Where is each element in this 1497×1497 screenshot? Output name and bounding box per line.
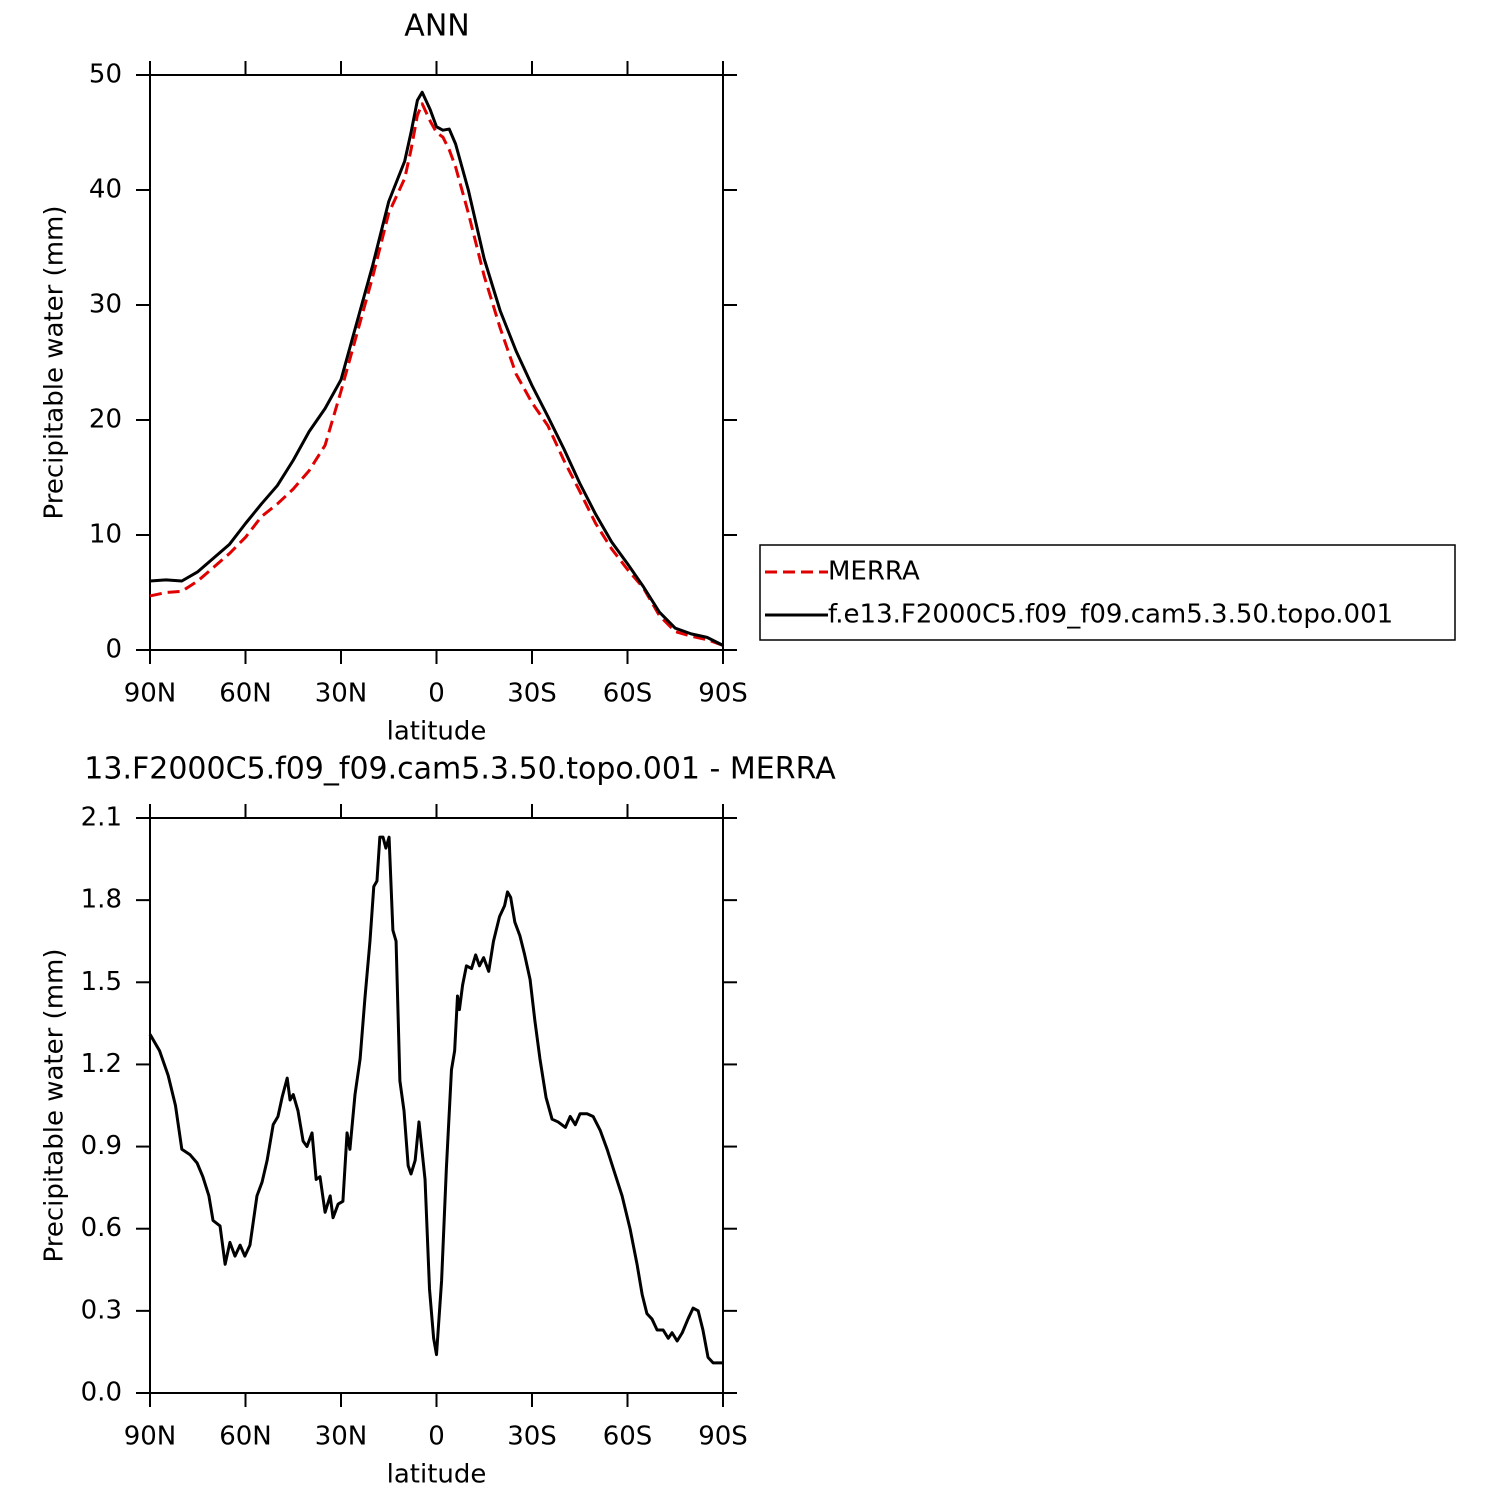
legend-label: f.e13.F2000C5.f09_f09.cam5.3.50.topo.001 <box>828 600 1393 630</box>
x-axis-label: latitude <box>387 717 487 747</box>
data-line <box>149 102 724 647</box>
y-tick-label: 0.9 <box>81 1131 122 1161</box>
x-tick-label: 60S <box>603 1422 653 1452</box>
y-tick-label: 0.0 <box>81 1378 122 1408</box>
y-tick-label: 0.6 <box>81 1213 122 1243</box>
x-tick-label: 90N <box>124 679 177 709</box>
chart-title: ANN <box>404 9 469 44</box>
x-tick-label: 0 <box>428 1422 445 1452</box>
y-tick-label: 1.2 <box>81 1049 122 1079</box>
x-tick-label: 60S <box>603 679 653 709</box>
x-tick-label: 30S <box>507 1422 557 1452</box>
x-tick-label: 0 <box>428 679 445 709</box>
x-tick-label: 30N <box>315 1422 368 1452</box>
data-line <box>148 835 723 1365</box>
y-tick-label: 2.1 <box>81 803 122 833</box>
y-tick-label: 0.3 <box>81 1295 122 1325</box>
legend-label: MERRA <box>828 557 920 587</box>
x-tick-label: 30N <box>315 679 368 709</box>
chart-title: 13.F2000C5.f09_f09.cam5.3.50.topo.001 - … <box>84 752 836 787</box>
plot-frame <box>149 74 724 651</box>
x-tick-label: 60N <box>219 1422 272 1452</box>
plot-frame <box>149 817 724 1394</box>
y-axis-label: Precipitable water (mm) <box>40 206 70 520</box>
y-tick-label: 1.8 <box>81 885 122 915</box>
x-tick-label: 90N <box>124 1422 177 1452</box>
x-tick-label: 60N <box>219 679 272 709</box>
y-tick-label: 50 <box>89 60 122 90</box>
y-tick-label: 10 <box>89 520 122 550</box>
y-tick-label: 30 <box>89 290 122 320</box>
y-tick-label: 0 <box>105 635 122 665</box>
y-tick-label: 20 <box>89 405 122 435</box>
data-line <box>149 90 724 647</box>
y-axis-label: Precipitable water (mm) <box>40 949 70 1263</box>
legend-box <box>759 544 1456 641</box>
x-tick-label: 90S <box>698 1422 748 1452</box>
x-axis-label: latitude <box>387 1460 487 1490</box>
x-tick-label: 90S <box>698 679 748 709</box>
y-tick-label: 1.5 <box>81 967 122 997</box>
y-tick-label: 40 <box>89 175 122 205</box>
x-tick-label: 30S <box>507 679 557 709</box>
